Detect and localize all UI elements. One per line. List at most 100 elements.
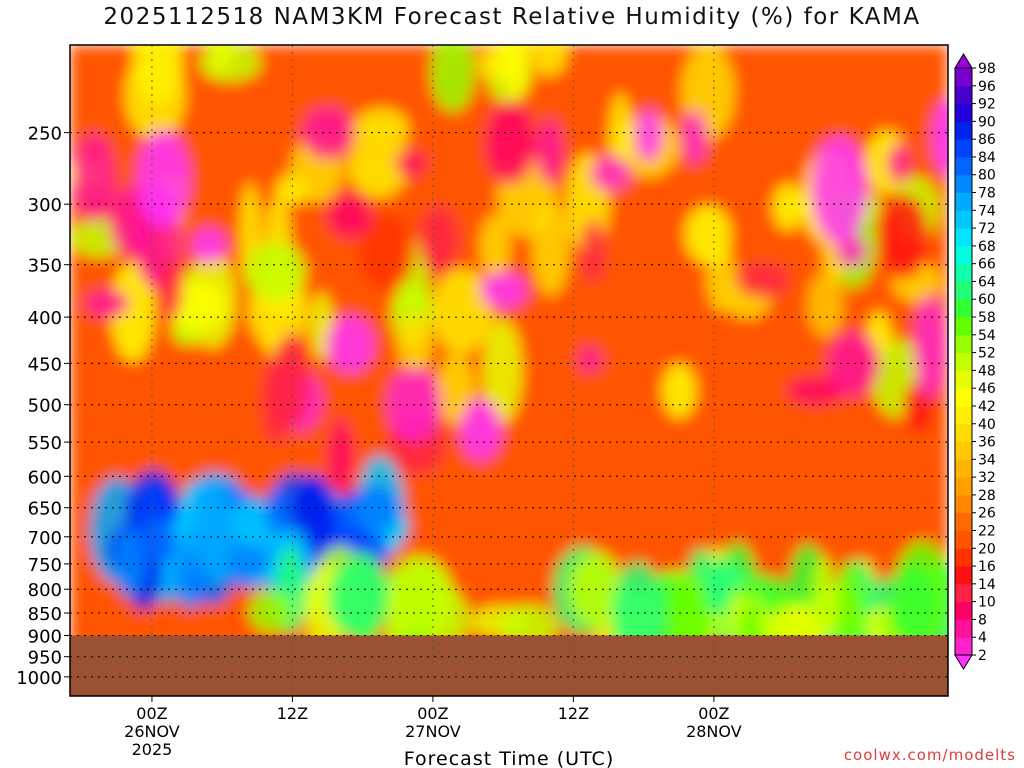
field-patch	[326, 193, 372, 239]
x-tick-label: 00Z	[136, 704, 167, 723]
colorbar-swatch	[955, 174, 972, 194]
field-patch	[480, 272, 528, 309]
x-tick-label: 12Z	[558, 704, 589, 723]
x-tick-label: 2025	[132, 740, 173, 759]
humidity-field	[70, 45, 948, 696]
colorbar-swatch	[955, 103, 972, 122]
field-patch	[810, 136, 868, 244]
y-tick-label: 500	[28, 396, 62, 417]
field-patch	[397, 313, 433, 375]
colorbar-swatch	[955, 530, 972, 549]
colorbar-label: 68	[978, 239, 996, 255]
field-patch	[327, 417, 354, 501]
colorbar-swatch	[955, 423, 972, 443]
field-patch	[436, 352, 476, 425]
colorbar-swatch	[955, 583, 972, 603]
field-patch	[536, 117, 564, 184]
colorbar-frame	[954, 67, 973, 656]
field-patch	[479, 215, 511, 279]
colorbar-swatch	[955, 281, 972, 300]
colorbar-label: 8	[978, 612, 987, 628]
site-credit: coolwx.com/modelts	[843, 746, 1016, 764]
y-tick-label: 550	[28, 433, 62, 454]
colorbar-swatch	[955, 352, 972, 371]
field-patch	[661, 363, 697, 419]
x-tick-label: 00Z	[698, 704, 729, 723]
colorbar-swatch	[955, 370, 972, 389]
field-patch	[890, 562, 936, 647]
colorbar-swatch	[955, 619, 972, 638]
field-patch	[590, 155, 632, 192]
colorbar-label: 46	[978, 381, 996, 397]
colorbar-swatch	[955, 601, 972, 620]
field-patch	[430, 45, 475, 113]
field-patch	[328, 557, 390, 639]
field-patch	[827, 331, 880, 397]
chart-title: 2025112518 NAM3KM Forecast Relative Humi…	[103, 4, 921, 30]
colorbar-legend: 2481014162022262832343640424648525458606…	[954, 53, 996, 670]
field-patch	[581, 219, 606, 284]
field-patch	[772, 183, 805, 231]
field-patch	[110, 261, 155, 362]
colorbar-label: 80	[978, 168, 996, 184]
y-tick-label: 700	[28, 528, 62, 549]
field-patch	[73, 133, 116, 222]
colorbar-swatch	[955, 405, 972, 425]
field-patch	[681, 110, 708, 165]
colorbar-swatch	[955, 441, 972, 460]
colorbar-swatch	[955, 121, 972, 140]
colorbar-label: 14	[978, 577, 996, 593]
field-patch	[419, 205, 460, 275]
field-patch	[736, 262, 790, 298]
field-patch	[124, 51, 186, 141]
colorbar-label: 52	[978, 346, 996, 362]
colorbar-label: 54	[978, 328, 996, 344]
y-tick-label: 250	[28, 124, 62, 145]
field-patch	[577, 345, 602, 374]
field-patch	[812, 556, 835, 633]
field-patch	[684, 205, 732, 265]
field-patch	[176, 543, 204, 610]
colorbar-swatch	[955, 334, 972, 354]
field-patch	[431, 268, 493, 354]
colorbar-swatch	[955, 494, 972, 514]
field-patch	[326, 315, 374, 374]
colorbar-swatch	[955, 192, 972, 211]
field-patch	[354, 484, 399, 533]
field-patch	[135, 520, 179, 564]
colorbar-label: 2	[978, 648, 987, 664]
field-patch	[931, 100, 948, 175]
colorbar-swatch	[955, 228, 972, 247]
colorbar-swatch	[955, 388, 972, 407]
colorbar-label: 4	[978, 630, 987, 646]
x-axis-label: Forecast Time (UTC)	[404, 748, 614, 768]
y-tick-label: 300	[28, 195, 62, 216]
field-patch	[786, 375, 847, 406]
colorbar-label: 60	[978, 292, 996, 308]
x-tick-label: 00Z	[417, 704, 448, 723]
colorbar-swatch	[955, 245, 972, 265]
colorbar-min-arrow	[954, 654, 973, 670]
field-patch	[191, 227, 227, 264]
colorbar-label: 48	[978, 363, 996, 379]
field-patch	[265, 485, 292, 534]
x-tick-label: 27NOV	[405, 722, 461, 741]
colorbar-label: 20	[978, 541, 996, 557]
colorbar-swatch	[955, 299, 972, 318]
y-tick-label: 1000	[16, 668, 62, 689]
y-tick-label: 350	[28, 256, 62, 277]
field-patch	[501, 45, 530, 98]
colorbar-max-arrow	[954, 53, 973, 69]
field-patch	[244, 241, 307, 301]
field-patch	[270, 333, 309, 429]
colorbar-label: 96	[978, 79, 996, 95]
colorbar-swatch	[955, 139, 972, 158]
colorbar-swatch	[955, 566, 972, 585]
y-tick-label: 450	[28, 354, 62, 375]
colorbar-label: 66	[978, 257, 996, 273]
colorbar-swatch	[955, 477, 972, 496]
colorbar-label: 36	[978, 435, 996, 451]
colorbar-swatch	[955, 210, 972, 229]
y-tick-label: 900	[28, 626, 62, 647]
